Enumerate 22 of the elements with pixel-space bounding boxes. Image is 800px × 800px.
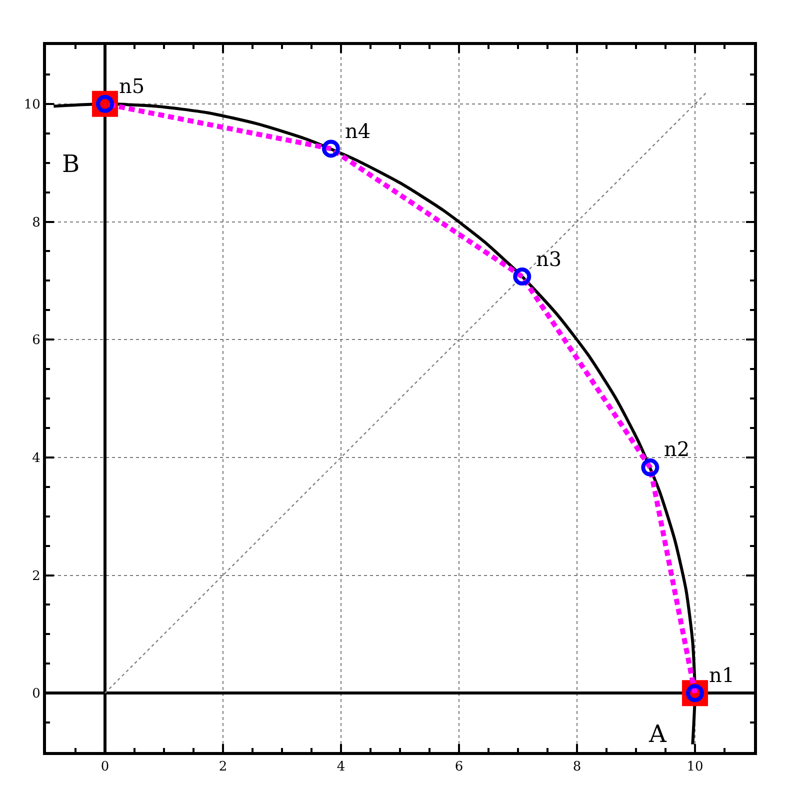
point [513, 268, 532, 286]
point [322, 140, 340, 158]
x-tick-label: 2 [218, 760, 228, 775]
x-tick-label: 4 [336, 760, 346, 775]
x-tick-label: 0 [100, 760, 110, 775]
y-axis-title: B [62, 150, 80, 178]
y-tick-label: 10 [24, 97, 40, 112]
annotation: n3 [536, 247, 562, 271]
y-tick-label: 2 [32, 568, 40, 584]
annotation: n2 [664, 437, 690, 461]
x-tick-label: 8 [572, 760, 582, 775]
y-tick-label: 8 [32, 215, 40, 230]
y-tick-label: 0 [32, 686, 40, 702]
annotation: n4 [345, 119, 371, 143]
y-tick-label: 6 [32, 333, 40, 348]
y-tick-label: 4 [32, 450, 40, 466]
annotation: n1 [709, 663, 735, 687]
x-tick-label: 6 [454, 760, 464, 775]
annotation: n5 [119, 74, 145, 98]
point [641, 458, 660, 476]
x-tick-label: 10 [686, 760, 704, 775]
x-axis-title: A [648, 720, 667, 748]
